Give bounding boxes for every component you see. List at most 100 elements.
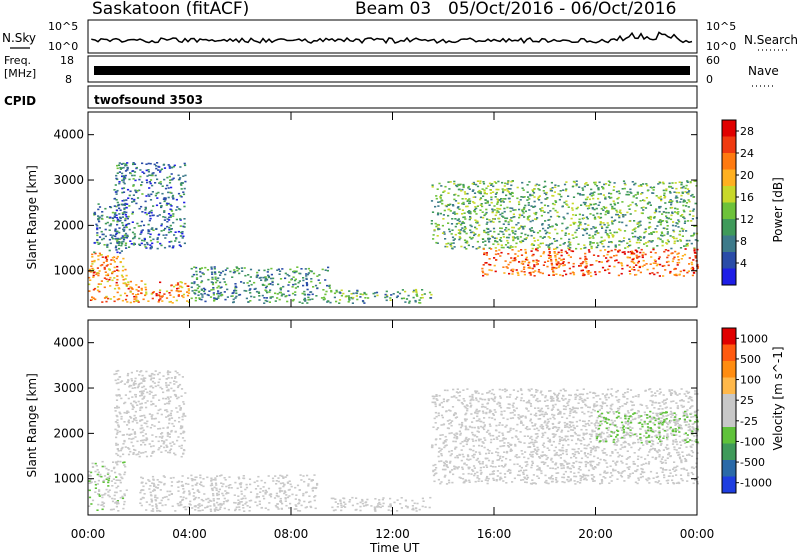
- data-cell: [211, 277, 213, 279]
- data-cell: [505, 227, 507, 229]
- data-cell: [144, 209, 146, 211]
- data-cell: [569, 424, 571, 426]
- data-cell: [161, 436, 163, 438]
- data-cell: [254, 501, 256, 503]
- data-cell: [605, 232, 607, 234]
- data-cell: [536, 264, 538, 266]
- data-cell: [664, 269, 666, 271]
- data-cell: [584, 253, 586, 255]
- data-cell: [452, 474, 454, 476]
- data-cell: [658, 258, 660, 260]
- data-cell: [204, 289, 206, 291]
- data-cell: [167, 372, 169, 374]
- data-cell: [558, 427, 560, 429]
- data-cell: [98, 203, 100, 205]
- data-cell: [163, 164, 165, 166]
- data-cell: [103, 481, 105, 483]
- data-cell: [123, 493, 125, 495]
- data-cell: [567, 213, 569, 215]
- data-cell: [102, 466, 104, 468]
- data-cell: [525, 252, 527, 254]
- data-cell: [481, 268, 483, 270]
- data-cell: [519, 465, 521, 467]
- data-cell: [462, 217, 464, 219]
- data-cell: [659, 256, 661, 258]
- data-cell: [565, 251, 567, 253]
- data-cell: [217, 290, 219, 292]
- data-cell: [316, 484, 318, 486]
- data-cell: [191, 287, 193, 289]
- data-cell: [629, 189, 631, 191]
- data-cell: [268, 284, 270, 286]
- data-cell: [631, 401, 633, 403]
- data-cell: [197, 284, 199, 286]
- data-cell: [242, 507, 244, 509]
- data-cell: [300, 268, 302, 270]
- data-cell: [199, 271, 201, 273]
- data-cell: [114, 235, 116, 237]
- data-cell: [690, 220, 692, 222]
- data-cell: [124, 466, 126, 468]
- data-cell: [691, 264, 693, 266]
- data-cell: [627, 194, 629, 196]
- data-cell: [184, 506, 186, 508]
- data-cell: [526, 257, 528, 259]
- data-cell: [99, 227, 101, 229]
- data-cell: [623, 240, 625, 242]
- data-cell: [645, 254, 647, 256]
- data-cell: [552, 272, 554, 274]
- data-cell: [521, 215, 523, 217]
- data-cell: [146, 456, 148, 458]
- data-cell: [670, 219, 672, 221]
- data-cell: [524, 234, 526, 236]
- data-cell: [568, 233, 570, 235]
- data-cell: [379, 504, 381, 506]
- data-cell: [483, 215, 485, 217]
- data-cell: [235, 296, 237, 298]
- data-cell: [128, 179, 130, 181]
- data-cell: [628, 238, 630, 240]
- data-cell: [228, 487, 230, 489]
- data-cell: [544, 462, 546, 464]
- data-cell: [573, 223, 575, 225]
- data-cell: [131, 380, 133, 382]
- data-cell: [165, 450, 167, 452]
- data-cell: [114, 301, 116, 303]
- data-cell: [543, 251, 545, 253]
- data-cell: [299, 510, 301, 512]
- data-cell: [162, 295, 164, 297]
- data-cell: [164, 228, 166, 230]
- data-cell: [680, 198, 682, 200]
- data-cell: [207, 498, 209, 500]
- data-cell: [507, 253, 509, 255]
- data-cell: [495, 215, 497, 217]
- data-cell: [244, 267, 246, 269]
- data-cell: [453, 242, 455, 244]
- data-cell: [537, 250, 539, 252]
- data-cell: [132, 211, 134, 213]
- data-cell: [482, 211, 484, 213]
- data-cell: [122, 276, 124, 278]
- data-cell: [593, 182, 595, 184]
- data-cell: [457, 219, 459, 221]
- data-cell: [224, 281, 226, 283]
- data-cell: [118, 164, 120, 166]
- data-cell: [157, 479, 159, 481]
- data-cell: [660, 461, 662, 463]
- data-cell: [105, 223, 107, 225]
- data-cell: [268, 277, 270, 279]
- data-cell: [164, 476, 166, 478]
- data-cell: [386, 296, 388, 298]
- data-cell: [678, 221, 680, 223]
- data-cell: [340, 505, 342, 507]
- data-cell: [569, 411, 571, 413]
- data-cell: [89, 269, 91, 271]
- data-cell: [605, 183, 607, 185]
- data-cell: [313, 474, 315, 476]
- data-cell: [234, 283, 236, 285]
- data-cell: [138, 401, 140, 403]
- data-cell: [123, 204, 125, 206]
- data-cell: [148, 213, 150, 215]
- data-cell: [472, 246, 474, 248]
- data-cell: [155, 165, 157, 167]
